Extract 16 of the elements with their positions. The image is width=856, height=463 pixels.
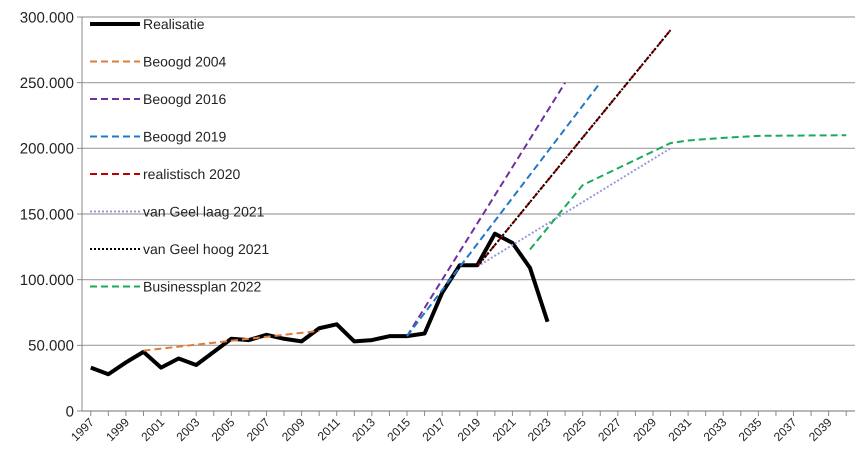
y-tick-label: 150.000	[20, 206, 74, 224]
y-tick-label: 50.000	[28, 338, 74, 355]
y-tick-label: 250.000	[20, 74, 74, 92]
legend-label: Beoogd 2019	[143, 128, 227, 144]
legend-label: Realisatie	[143, 16, 205, 32]
legend-label: realistisch 2020	[143, 166, 240, 182]
y-tick-label: 0	[66, 403, 74, 420]
legend-label: Businessplan 2022	[143, 278, 262, 294]
legend-label: van Geel laag 2021	[143, 203, 265, 220]
legend-label: Beoogd 2016	[143, 90, 227, 107]
legend-label: van Geel hoog 2021	[143, 240, 270, 257]
y-tick-label: 100.000	[20, 272, 74, 289]
legend-label: Beoogd 2004	[143, 53, 227, 70]
y-tick-label: 200.000	[20, 140, 74, 158]
y-tick-label: 300.000	[20, 9, 74, 26]
line-series	[528, 134, 848, 250]
